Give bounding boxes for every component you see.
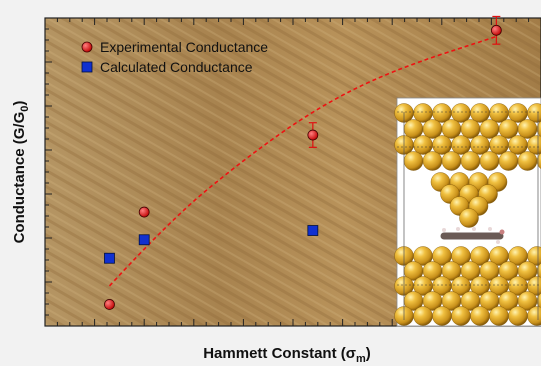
gold-electrodes	[394, 103, 541, 326]
gold-atom	[470, 103, 490, 123]
data-marks	[104, 15, 502, 310]
gold-atom	[527, 135, 541, 155]
gold-atom	[432, 135, 452, 155]
gold-atom	[413, 306, 433, 326]
hydrogen-atom	[472, 227, 476, 231]
gold-atom	[460, 119, 481, 139]
hydrogen-atom	[488, 227, 492, 231]
gold-atom	[508, 135, 528, 155]
gold-atom	[527, 276, 541, 296]
gold-atom	[498, 119, 519, 139]
calculated-point	[138, 234, 150, 246]
y-axis-title-subscript: 0	[19, 106, 31, 112]
experimental-point	[104, 299, 115, 310]
gold-atom	[470, 135, 490, 155]
hydrogen-atom	[456, 227, 460, 231]
gold-atom	[441, 151, 462, 171]
gold-atom	[422, 151, 443, 171]
hydrogen-atom	[442, 228, 446, 232]
calculated-point	[307, 225, 319, 236]
y-axis-title-close: )	[11, 101, 28, 106]
calculated-point	[104, 252, 115, 264]
gold-atom	[508, 306, 528, 326]
gold-atom	[451, 306, 471, 326]
x-axis-title-main: Hammett Constant (σ	[203, 345, 356, 362]
gold-atom	[527, 306, 541, 326]
substituent-atom	[499, 229, 505, 235]
gold-atom	[527, 103, 541, 123]
gold-atom	[403, 151, 424, 171]
gold-atom	[422, 119, 443, 139]
gold-atom	[460, 151, 481, 171]
legend-marker-calculated	[81, 61, 93, 73]
molecule	[440, 227, 505, 244]
gold-atom	[479, 151, 500, 171]
gold-atom	[459, 208, 479, 228]
gold-atom	[527, 246, 541, 266]
x-axis-title-close: )	[366, 345, 371, 362]
gold-atom	[451, 103, 471, 123]
molecular-junction-inset	[394, 97, 541, 327]
gold-atom	[451, 135, 471, 155]
gold-atom	[489, 103, 509, 123]
gold-atom	[489, 306, 509, 326]
legend: Experimental Conductance Calculated Cond…	[81, 39, 268, 75]
gold-atom	[441, 119, 462, 139]
gold-atom	[498, 151, 519, 171]
hydrogen-atom	[496, 240, 500, 244]
gold-atom	[479, 119, 500, 139]
x-axis-title: Hammett Constant (σm)	[203, 345, 371, 365]
legend-marker-experimental	[81, 41, 93, 53]
gold-atom	[517, 151, 538, 171]
gold-atom	[403, 119, 424, 139]
gold-atom	[413, 135, 433, 155]
experimental-point	[307, 129, 319, 141]
gold-atom	[489, 135, 509, 155]
gold-atom	[432, 306, 452, 326]
legend-label-calculated: Calculated Conductance	[100, 59, 253, 75]
legend-label-experimental: Experimental Conductance	[100, 39, 268, 55]
gold-atom	[470, 306, 490, 326]
gold-atom	[432, 103, 452, 123]
experimental-point	[138, 206, 150, 218]
gold-atom	[508, 103, 528, 123]
y-axis-title: Conductance (G/G0)	[11, 101, 31, 244]
gold-atom	[413, 103, 433, 123]
gold-atom	[517, 119, 538, 139]
y-axis-title-main: Conductance (G/G	[11, 112, 28, 244]
x-axis-title-subscript: m	[356, 353, 366, 365]
experimental-point	[490, 24, 502, 36]
